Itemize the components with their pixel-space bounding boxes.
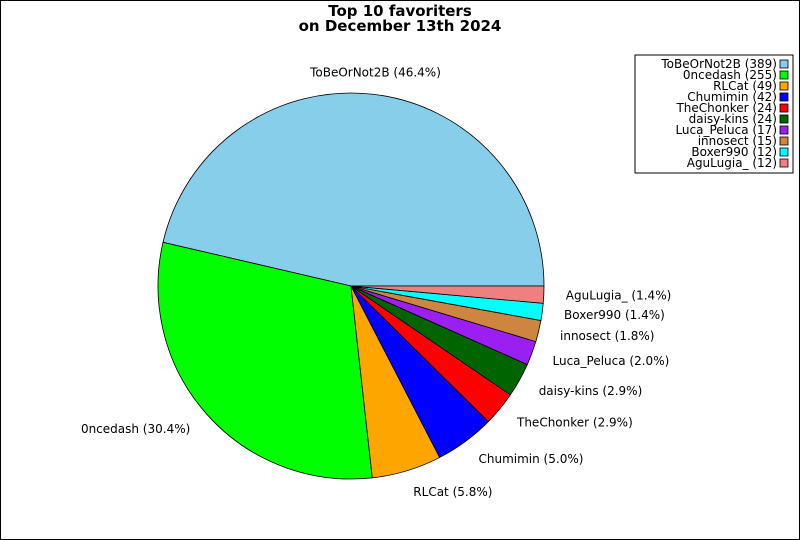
legend-entry-label: innosect (15) xyxy=(698,134,777,148)
legend-swatch xyxy=(779,114,789,124)
legend-entry-label: Luca_Peluca (17) xyxy=(675,123,777,137)
pie-slice-label: Boxer990 (1.4%) xyxy=(564,308,665,322)
pie-slice-label: ToBeOrNot2B (46.4%) xyxy=(309,65,441,79)
pie-slice-labels: ToBeOrNot2B (46.4%) 0ncedash (30.4%) RLCat… xyxy=(81,65,671,498)
legend-swatch xyxy=(779,92,789,102)
legend-entry-label: RLCat (49) xyxy=(713,79,777,93)
pie-slice-label: Luca_Peluca (2.0%) xyxy=(553,354,670,368)
legend-entry-label: Boxer990 (12) xyxy=(691,145,777,159)
legend-entry-label: Chumimin (42) xyxy=(687,90,777,104)
pie-slice-0ncedash xyxy=(157,241,373,480)
legend-swatch xyxy=(779,70,789,80)
legend-entry-label: daisy-kins (24) xyxy=(689,112,777,126)
chart-title-line-2: on December 13th 2024 xyxy=(299,17,502,35)
legend-swatch xyxy=(779,59,789,69)
legend-swatch xyxy=(779,136,789,146)
legend-entry-label: ToBeOrNot2B (389) xyxy=(660,57,777,71)
legend-swatch xyxy=(779,147,789,157)
pie-slice-label: AguLugia_ (1.4%) xyxy=(566,289,671,303)
legend-entry-label: 0ncedash (255) xyxy=(683,68,777,82)
chart-title-line-1: Top 10 favoriters xyxy=(328,2,472,20)
legend-swatch xyxy=(779,158,789,168)
pie-slices xyxy=(157,92,545,480)
pie-slice-label: RLCat (5.8%) xyxy=(413,485,492,499)
pie-slice-label: daisy-kins (2.9%) xyxy=(539,384,643,398)
legend-box xyxy=(634,54,794,174)
pie-slice-agulugia xyxy=(350,285,545,304)
legend-swatch xyxy=(779,125,789,135)
pie-slice-label: TheChonker (2.9%) xyxy=(516,416,633,430)
pie-slice-label: 0ncedash (30.4%) xyxy=(81,422,190,436)
legend-swatch xyxy=(779,81,789,91)
pie-slice-tobeornot2b xyxy=(162,92,545,287)
legend-entry-label: AguLugia_ (12) xyxy=(687,156,777,170)
legend-entry-label: TheChonker (24) xyxy=(675,101,777,115)
legend: ToBeOrNot2B (389)0ncedash (255)RLCat (49… xyxy=(634,54,794,174)
pie-slice-label: innosect (1.8%) xyxy=(560,329,655,343)
legend-swatch xyxy=(779,103,789,113)
pie-slice-label: Chumimin (5.0%) xyxy=(479,452,584,466)
